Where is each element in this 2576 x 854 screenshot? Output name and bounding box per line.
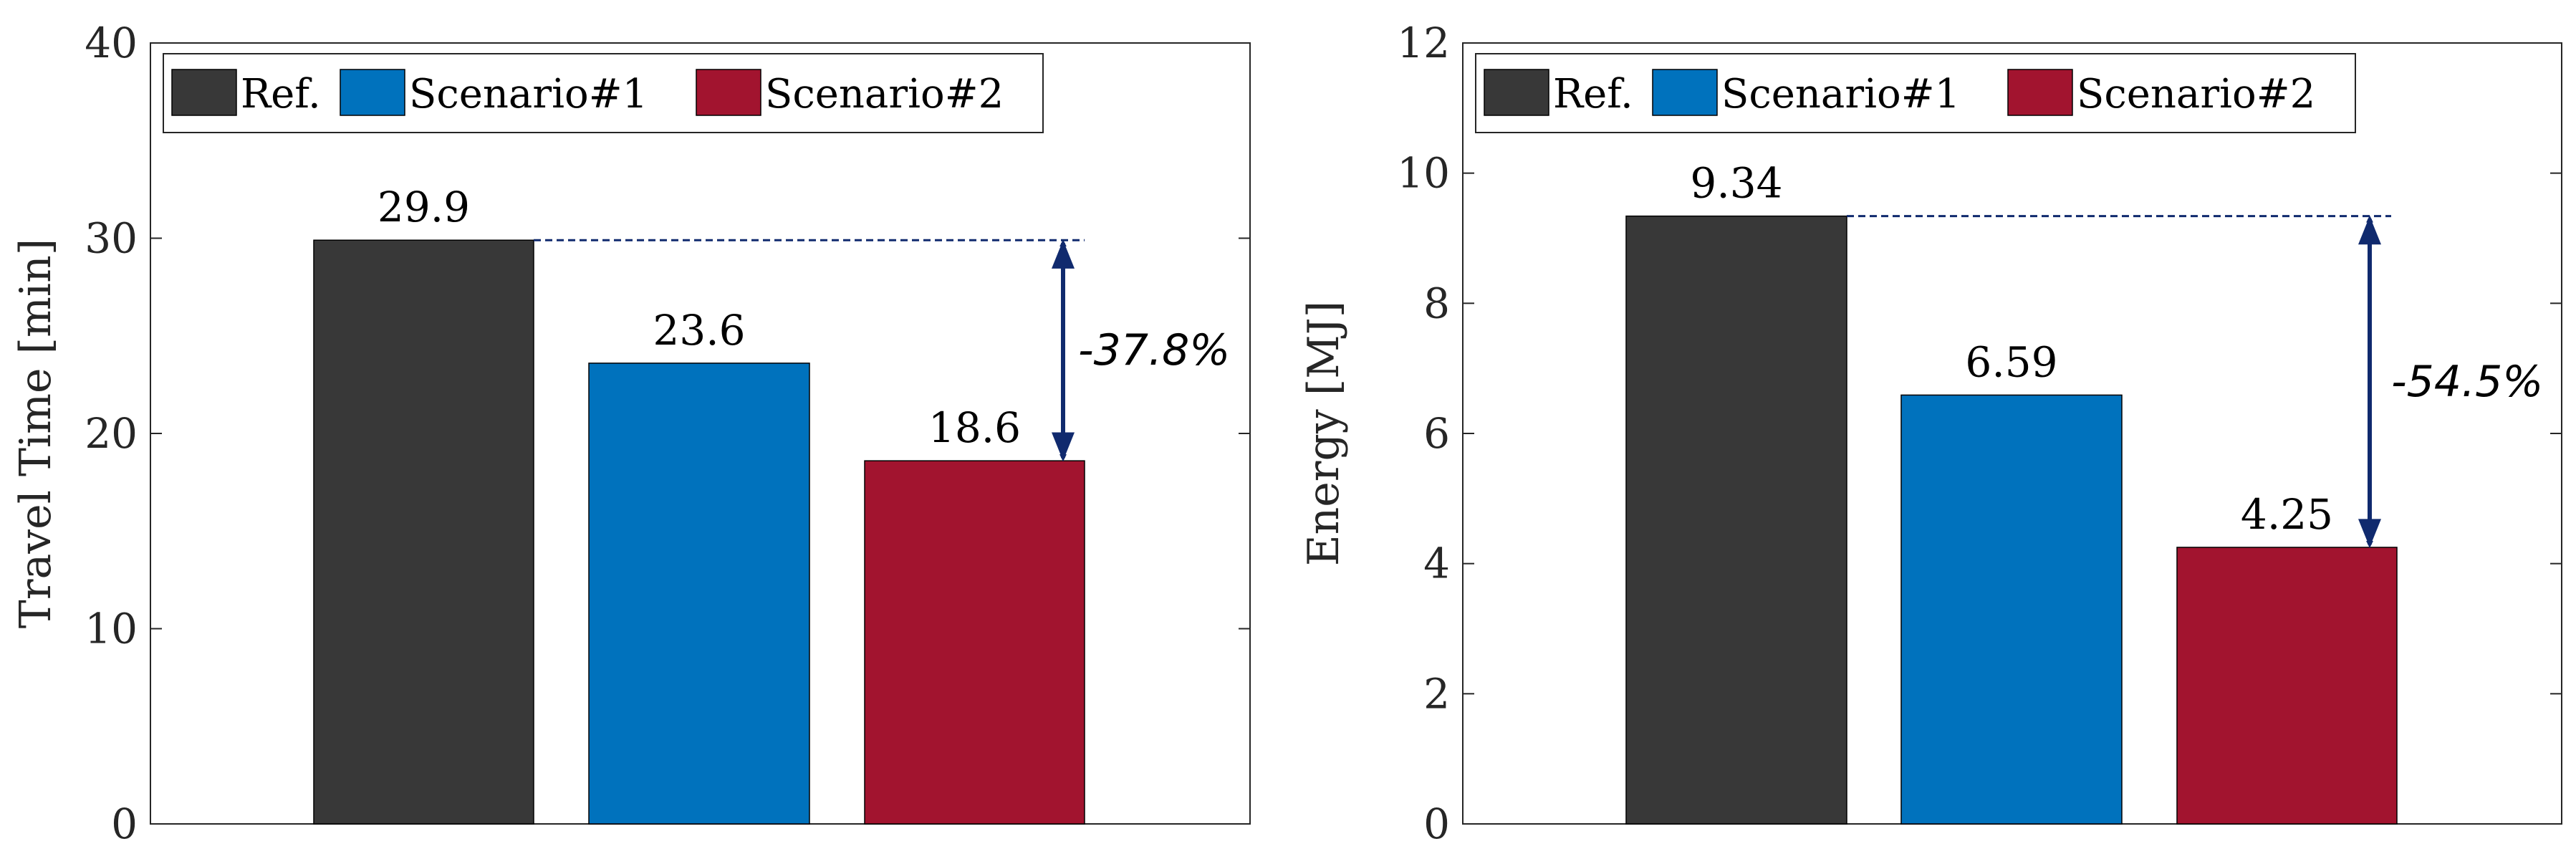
y-tick-label: 10	[1397, 149, 1450, 198]
y-tick-label: 30	[85, 214, 138, 263]
legend-label: Scenario#2	[765, 71, 1004, 117]
arrow-head-up	[2358, 216, 2381, 245]
arrow-head-up	[1052, 240, 1075, 269]
y-tick-label: 12	[1397, 19, 1450, 67]
legend: Ref. Scenario#1 Scenario#2	[163, 53, 1044, 133]
bar-value-label: 9.34	[1690, 159, 1782, 208]
legend-box	[1475, 53, 2356, 133]
legend-label: Scenario#1	[1721, 71, 1960, 117]
bar-value-label: 23.6	[653, 306, 745, 355]
y-tick-label: 10	[85, 605, 138, 653]
y-tick-label: 0	[111, 800, 138, 848]
arrow-head-down	[1052, 432, 1075, 461]
y-tick-label: 2	[1423, 669, 1450, 718]
legend-label: Scenario#2	[2077, 71, 2315, 117]
legend-swatch-Scenario#2	[696, 69, 761, 116]
legend-label: Scenario#1	[409, 71, 648, 117]
reduction-annotation: -54.5%	[2391, 357, 2543, 407]
y-axis-label: Energy [MJ]	[1299, 301, 1349, 566]
bar-Ref.	[313, 239, 534, 825]
y-tick-label: 8	[1423, 279, 1450, 327]
chart-panel-1: 0 10 20 30 40 Travel Time [min] 29.9 23.6 18.6 -3…	[11, 19, 1251, 848]
bar-value-label: 6.59	[1965, 337, 2057, 386]
y-tick-label: 0	[1423, 800, 1450, 848]
bar-Scenario#1	[588, 363, 810, 825]
y-tick-label: 40	[85, 19, 138, 67]
chart-panel-2: 0 2 4 6 8 10 12 Energy [MJ] 9.34 6.59 4.25 -54.5% Re…	[1299, 19, 2562, 848]
legend-swatch-Ref.	[171, 69, 237, 116]
legend: Ref. Scenario#1 Scenario#2	[1475, 53, 2356, 133]
arrow-head-down	[2358, 519, 2381, 547]
legend-swatch-Scenario#1	[1652, 69, 1718, 116]
legend-swatch-Scenario#2	[2007, 69, 2073, 116]
bar-Scenario#1	[1900, 394, 2123, 825]
reduction-annotation: -37.8%	[1078, 325, 1230, 375]
y-tick-label: 6	[1423, 409, 1450, 458]
legend-label: Ref.	[241, 71, 321, 117]
bar-Scenario#2	[864, 460, 1085, 825]
y-axis-label: Travel Time [min]	[11, 239, 61, 628]
legend-swatch-Scenario#1	[340, 69, 405, 116]
legend-swatch-Ref.	[1484, 69, 1549, 116]
bar-value-label: 18.6	[928, 403, 1021, 452]
y-tick-label: 20	[85, 409, 138, 458]
bar-Ref.	[1625, 215, 1847, 825]
bar-value-label: 4.25	[2241, 490, 2333, 539]
legend-label: Ref.	[1553, 71, 1633, 117]
y-tick-label: 4	[1423, 539, 1450, 588]
legend-box	[163, 53, 1044, 133]
bar-value-label: 29.9	[378, 183, 470, 231]
bar-Scenario#2	[2176, 547, 2398, 825]
